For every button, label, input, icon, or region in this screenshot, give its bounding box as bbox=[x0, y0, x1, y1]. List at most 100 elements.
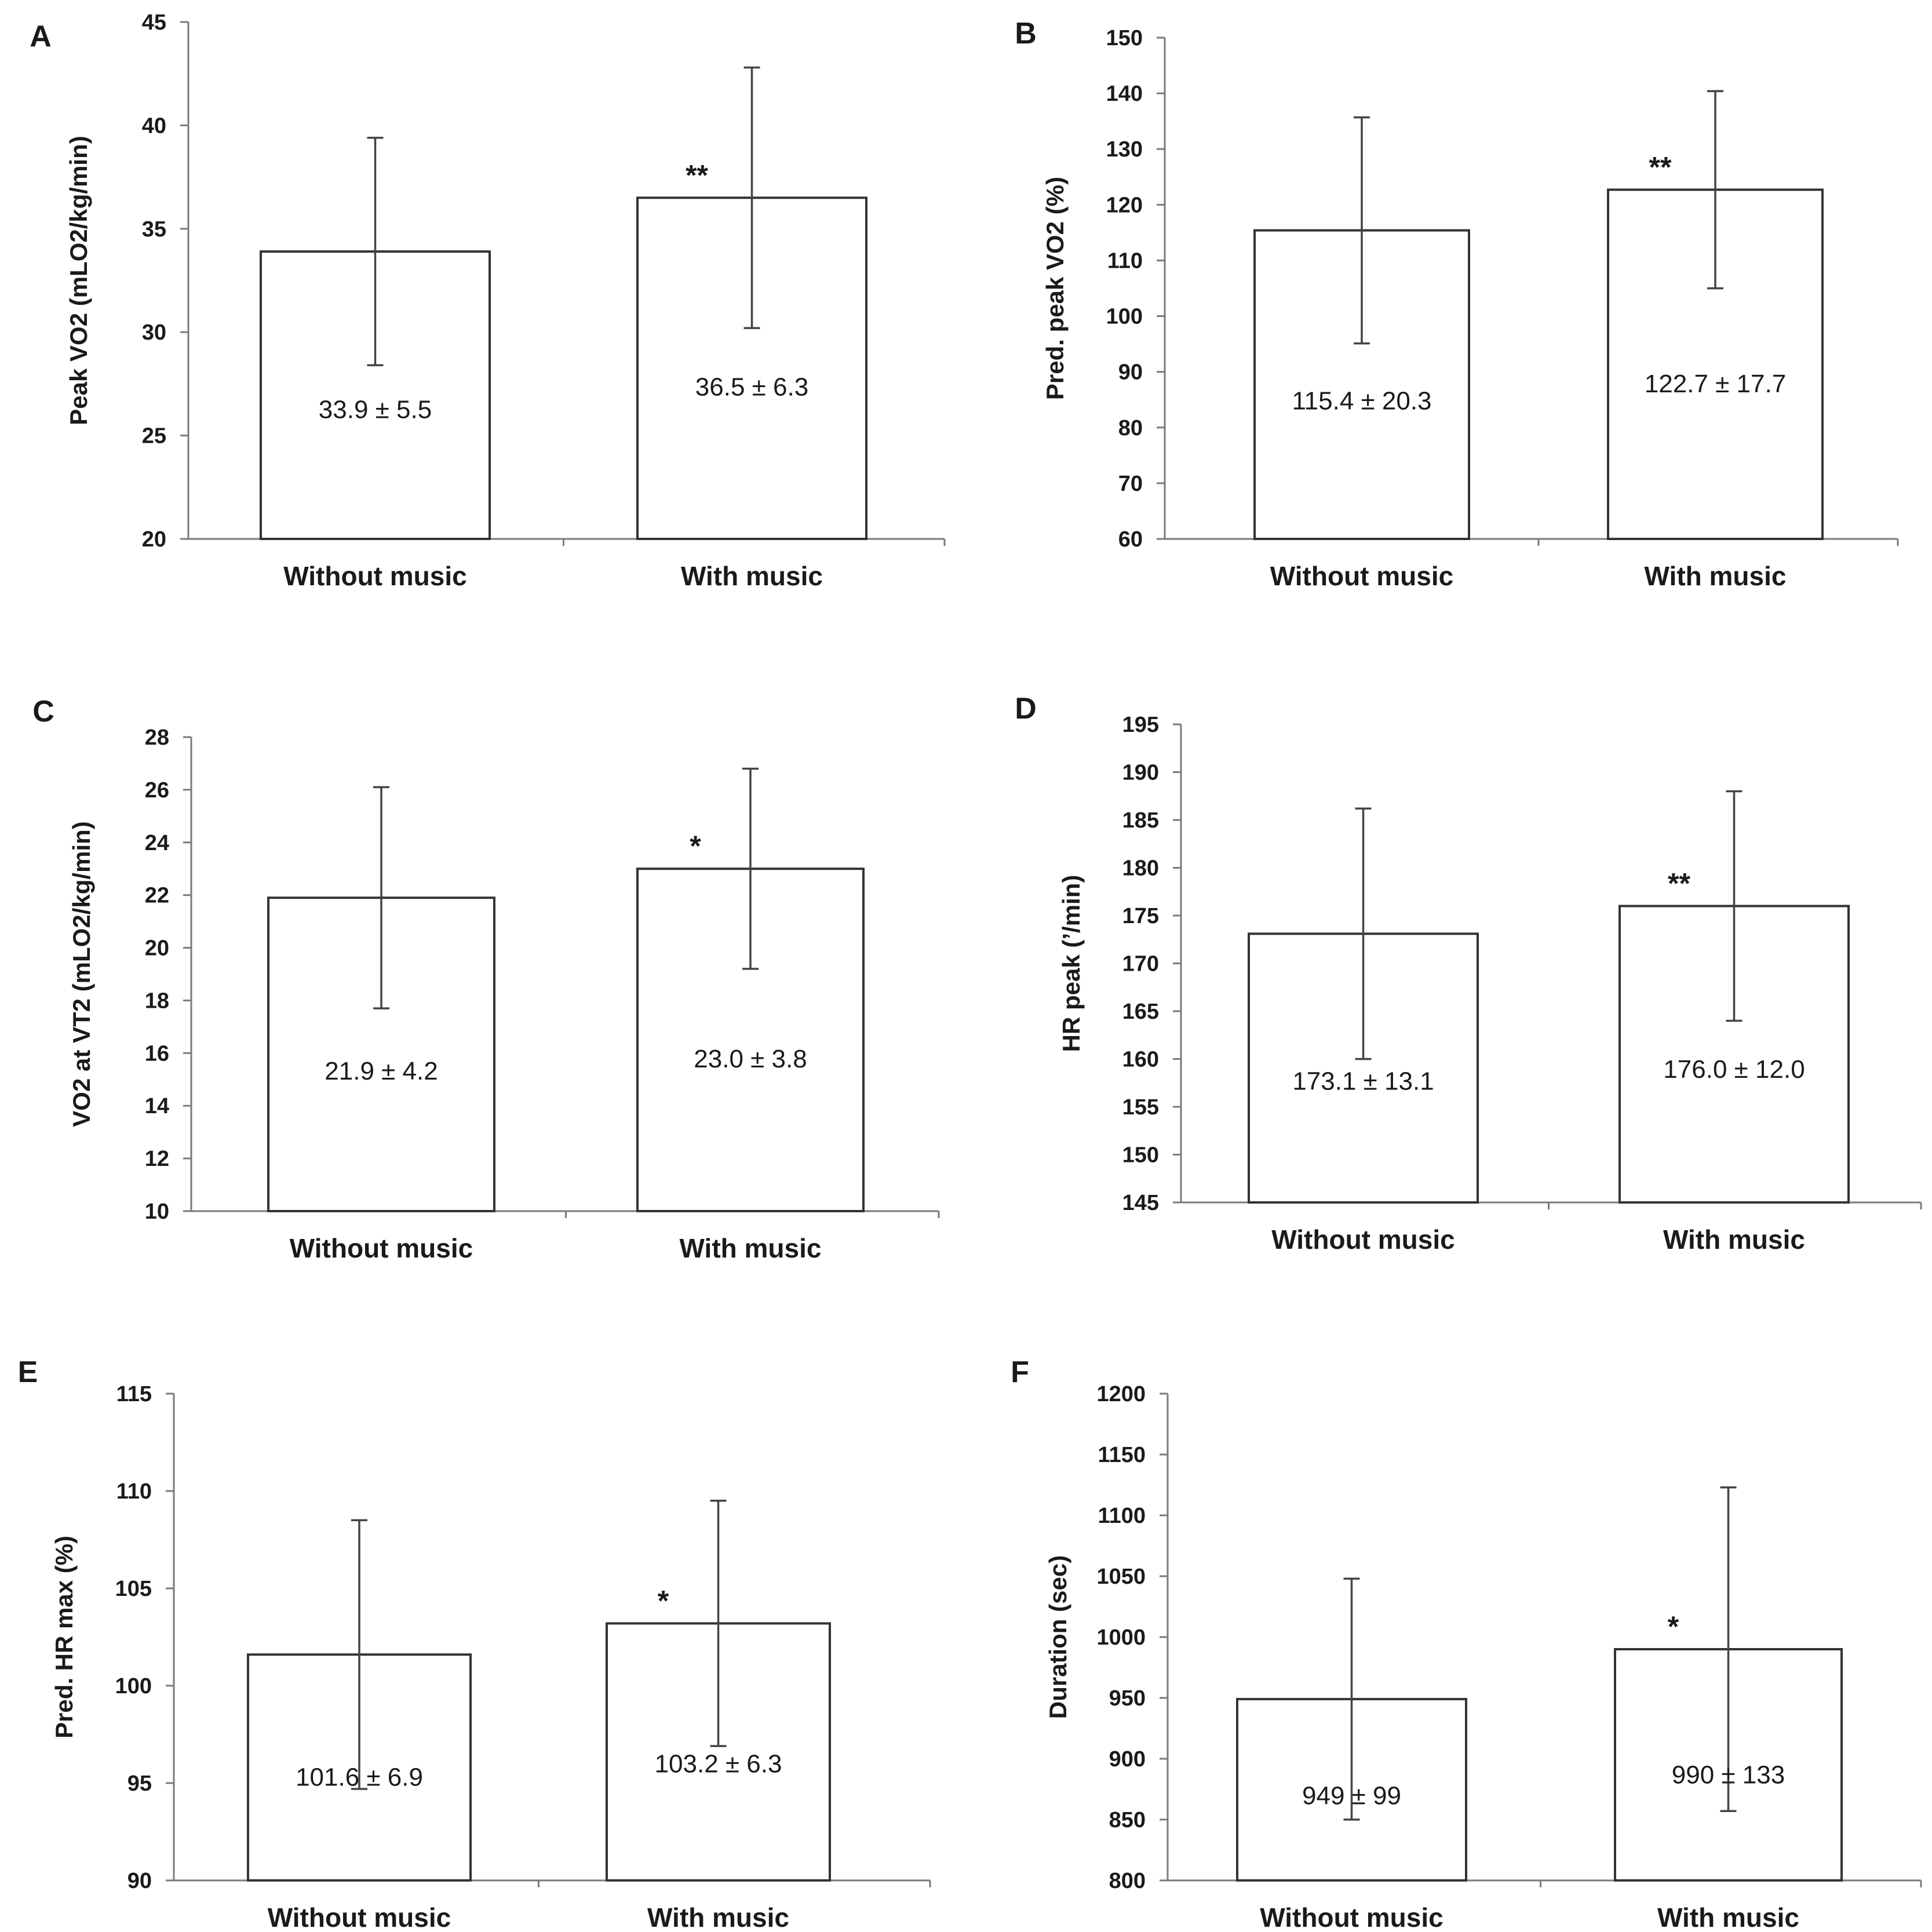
y-tick-label-d: 190 bbox=[1122, 761, 1159, 785]
y-tick-label-c: 12 bbox=[145, 1147, 169, 1171]
y-tick-label-f: 850 bbox=[1109, 1808, 1146, 1832]
value-label-d: 176.0 ± 12.0 bbox=[1663, 1055, 1805, 1084]
x-category-label-a: With music bbox=[681, 561, 823, 591]
y-tick-label-d: 195 bbox=[1122, 713, 1159, 737]
y-axis-title-a: Peak VO2 (mLO2/kg/min) bbox=[65, 136, 92, 425]
x-category-label-d: Without music bbox=[1271, 1224, 1455, 1255]
y-tick-label-f: 1000 bbox=[1096, 1625, 1146, 1650]
y-tick-label-f: 950 bbox=[1109, 1686, 1146, 1711]
y-tick-label-c: 28 bbox=[145, 726, 169, 750]
panel-letter-e: E bbox=[18, 1355, 38, 1389]
value-label-d: 173.1 ± 13.1 bbox=[1292, 1067, 1434, 1095]
chart-panel-b: B 60 70 80 90 100 110 120 130 140 150 Pred. peak VO… bbox=[1015, 17, 1899, 591]
y-tick-label-d: 180 bbox=[1122, 856, 1159, 881]
x-category-label-f: Without music bbox=[1260, 1902, 1443, 1932]
value-label-c: 21.9 ± 4.2 bbox=[325, 1057, 438, 1085]
y-tick-label-b: 110 bbox=[1107, 249, 1143, 273]
y-tick-label-d: 160 bbox=[1122, 1048, 1159, 1072]
x-category-label-f: With music bbox=[1657, 1902, 1799, 1932]
value-label-f: 949 ± 99 bbox=[1302, 1782, 1401, 1810]
y-tick-label-d: 170 bbox=[1122, 952, 1159, 976]
significance-marker-b: ** bbox=[1649, 151, 1672, 183]
chart-panel-c: C 10 12 14 16 18 20 22 24 26 28 VO2 at VT2 (mLO2/kg… bbox=[32, 695, 940, 1263]
panel-letter-c: C bbox=[32, 695, 54, 728]
y-tick-label-c: 22 bbox=[145, 884, 169, 908]
y-tick-label-a: 20 bbox=[142, 527, 166, 552]
y-tick-label-b: 100 bbox=[1106, 305, 1143, 329]
y-tick-label-f: 1200 bbox=[1096, 1382, 1146, 1406]
value-label-e: 103.2 ± 6.3 bbox=[655, 1750, 782, 1778]
y-tick-label-b: 80 bbox=[1118, 416, 1143, 440]
significance-marker-e: * bbox=[658, 1584, 669, 1617]
y-tick-label-a: 40 bbox=[142, 114, 166, 138]
y-tick-label-b: 150 bbox=[1106, 26, 1143, 50]
y-tick-label-b: 60 bbox=[1118, 527, 1143, 552]
value-label-a: 36.5 ± 6.3 bbox=[695, 373, 808, 402]
value-label-a: 33.9 ± 5.5 bbox=[319, 396, 432, 424]
value-label-e: 101.6 ± 6.9 bbox=[296, 1763, 423, 1791]
value-label-c: 23.0 ± 3.8 bbox=[694, 1045, 807, 1073]
y-tick-label-d: 150 bbox=[1122, 1143, 1159, 1168]
significance-marker-a: ** bbox=[686, 159, 708, 191]
significance-marker-c: * bbox=[690, 830, 701, 862]
significance-marker-d: ** bbox=[1668, 867, 1690, 900]
y-tick-label-d: 145 bbox=[1122, 1191, 1159, 1215]
y-axis-title-c: VO2 at VT2 (mLO2/kg/min) bbox=[68, 821, 95, 1127]
y-tick-label-c: 16 bbox=[145, 1041, 169, 1066]
y-tick-label-f: 1100 bbox=[1098, 1504, 1146, 1528]
chart-panel-d: D 145 150 155 160 165 170 175 180 185 190 195 HR pea… bbox=[1015, 692, 1922, 1255]
y-tick-label-f: 1050 bbox=[1096, 1565, 1146, 1589]
x-category-label-c: Without music bbox=[290, 1233, 473, 1263]
y-tick-label-c: 26 bbox=[145, 778, 169, 803]
y-tick-label-b: 140 bbox=[1106, 82, 1143, 106]
x-category-label-a: Without music bbox=[283, 561, 466, 591]
y-tick-label-f: 1150 bbox=[1098, 1443, 1146, 1467]
y-tick-label-b: 90 bbox=[1118, 360, 1143, 385]
panel-letter-a: A bbox=[30, 20, 52, 53]
y-tick-label-a: 25 bbox=[142, 424, 166, 449]
y-axis-title-e: Pred. HR max (%) bbox=[50, 1536, 78, 1738]
y-tick-label-b: 120 bbox=[1106, 193, 1143, 217]
chart-panel-f: F 800 850 900 950 1000 1050 1100 1150 1200 Duratio… bbox=[1011, 1355, 1922, 1932]
value-label-b: 122.7 ± 17.7 bbox=[1645, 370, 1786, 398]
x-category-label-b: Without music bbox=[1270, 561, 1453, 591]
x-category-label-e: With music bbox=[647, 1902, 789, 1932]
y-axis-title-f: Duration (sec) bbox=[1044, 1555, 1071, 1719]
y-tick-label-d: 165 bbox=[1122, 1000, 1159, 1024]
y-tick-label-f: 800 bbox=[1109, 1869, 1146, 1893]
x-category-label-e: Without music bbox=[268, 1902, 451, 1932]
y-tick-label-e: 110 bbox=[116, 1479, 152, 1504]
y-tick-label-c: 14 bbox=[145, 1094, 169, 1118]
y-tick-label-e: 90 bbox=[127, 1869, 152, 1893]
y-tick-label-d: 155 bbox=[1122, 1095, 1159, 1120]
significance-marker-f: * bbox=[1668, 1610, 1679, 1643]
chart-panel-e: E 90 95 100 105 110 115 Pred. HR max (%) 101.6 ±… bbox=[18, 1355, 931, 1932]
y-tick-label-c: 20 bbox=[145, 936, 169, 961]
chart-panel-a: A 20 25 30 35 40 45 Peak VO2 (mLO2/kg/min) 33.9 … bbox=[30, 10, 946, 591]
y-tick-label-a: 30 bbox=[142, 320, 166, 345]
y-tick-label-f: 900 bbox=[1109, 1747, 1146, 1771]
y-axis-title-b: Pred. peak VO2 (%) bbox=[1041, 177, 1069, 400]
y-tick-label-e: 115 bbox=[116, 1382, 152, 1406]
y-tick-label-e: 100 bbox=[115, 1674, 152, 1698]
x-category-label-c: With music bbox=[680, 1233, 822, 1263]
y-tick-label-d: 175 bbox=[1122, 904, 1159, 928]
y-tick-label-e: 105 bbox=[115, 1577, 152, 1601]
y-axis-title-d: HR peak (’/min) bbox=[1058, 875, 1085, 1052]
y-tick-label-b: 130 bbox=[1106, 137, 1143, 162]
y-tick-label-d: 185 bbox=[1122, 808, 1159, 833]
y-tick-label-c: 18 bbox=[145, 989, 169, 1013]
value-label-b: 115.4 ± 20.3 bbox=[1292, 387, 1431, 415]
y-tick-label-a: 35 bbox=[142, 217, 166, 242]
y-tick-label-c: 24 bbox=[145, 831, 169, 855]
y-tick-label-b: 70 bbox=[1118, 472, 1143, 496]
value-label-f: 990 ± 133 bbox=[1672, 1760, 1785, 1789]
y-tick-label-e: 95 bbox=[127, 1771, 152, 1796]
panel-letter-f: F bbox=[1011, 1355, 1029, 1389]
y-tick-label-a: 45 bbox=[142, 10, 166, 35]
panel-letter-b: B bbox=[1015, 17, 1037, 50]
panel-letter-d: D bbox=[1015, 692, 1037, 726]
y-tick-label-c: 10 bbox=[145, 1200, 169, 1224]
x-category-label-b: With music bbox=[1645, 561, 1787, 591]
